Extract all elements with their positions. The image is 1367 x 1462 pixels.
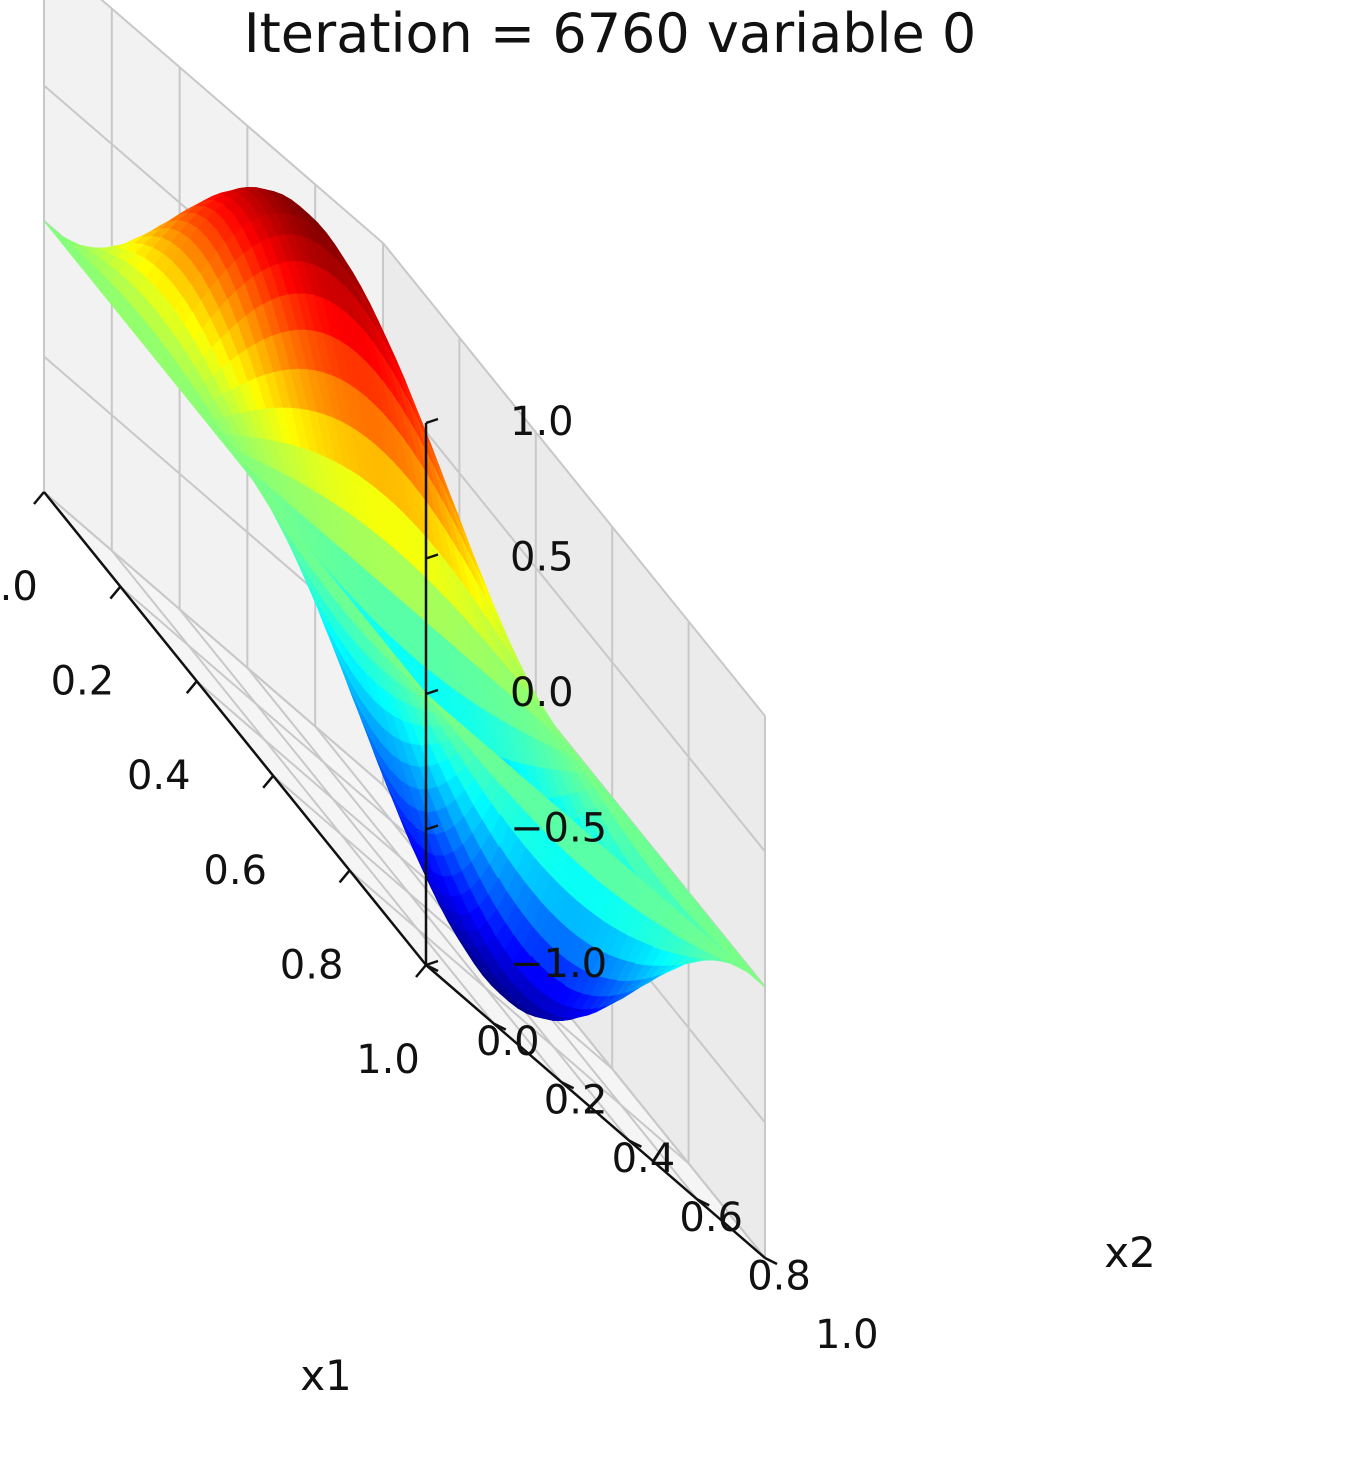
- x-tick-label: 0.4: [127, 753, 191, 799]
- x-tick-label: 0.6: [203, 848, 267, 894]
- grid-line: [43, 491, 384, 786]
- grid-line: [348, 869, 690, 1165]
- y-tick-label: 0.6: [679, 1195, 743, 1241]
- grid-line: [111, 549, 495, 1025]
- x-tick: [185, 680, 198, 695]
- grid-line: [382, 377, 766, 853]
- x-tick: [109, 585, 122, 600]
- z-tick: [425, 959, 439, 967]
- z-tick: [425, 824, 439, 831]
- surface-cell: [416, 681, 435, 702]
- y-tick-label: 0.2: [544, 1078, 608, 1124]
- x-tick: [33, 491, 45, 505]
- y-tick: [493, 1022, 507, 1031]
- z-tick-label: 0.0: [510, 670, 574, 716]
- z-tick-label: 0.5: [510, 535, 574, 581]
- y-tick-label: 0.8: [747, 1253, 811, 1299]
- x-tick-label: 1.0: [356, 1037, 420, 1083]
- y-axis-line: [425, 964, 766, 1259]
- grid-line: [178, 608, 563, 1083]
- z-tick-label: −1.0: [510, 941, 607, 987]
- x-tick: [415, 964, 427, 978]
- x-tick: [262, 774, 275, 789]
- grid-line: [246, 667, 631, 1142]
- z-tick: [425, 553, 439, 560]
- y-axis-label: x2: [1104, 1228, 1156, 1277]
- chart-title: Iteration = 6760 variable 0: [244, 2, 977, 65]
- y-tick-label: 0.0: [476, 1019, 540, 1065]
- x-tick: [338, 869, 351, 884]
- grid-line: [382, 242, 766, 717]
- x-tick-label: 0.0: [0, 564, 38, 610]
- z-tick: [425, 417, 439, 425]
- tick-marks: 0.00.20.40.60.81.00.00.20.40.60.81.0−1.0…: [0, 399, 879, 1358]
- z-tick-label: −0.5: [510, 806, 607, 852]
- surface-mesh: [43, 186, 766, 1022]
- x-axis-label: x1: [300, 1351, 352, 1400]
- x-axis-line: [43, 491, 427, 966]
- y-tick-label: 1.0: [815, 1312, 879, 1358]
- grid-line: [100, 0, 384, 244]
- y-tick: [561, 1081, 575, 1090]
- grid-line: [119, 585, 461, 881]
- y-tick: [425, 963, 439, 973]
- y-tick-label: 0.4: [612, 1136, 676, 1182]
- x-tick-label: 0.2: [51, 659, 115, 705]
- z-tick-label: 1.0: [510, 399, 574, 445]
- x-tick-label: 0.8: [280, 942, 344, 988]
- z-tick: [425, 688, 439, 696]
- y-tick: [628, 1139, 642, 1148]
- y-tick: [764, 1256, 778, 1266]
- y-tick: [696, 1198, 710, 1207]
